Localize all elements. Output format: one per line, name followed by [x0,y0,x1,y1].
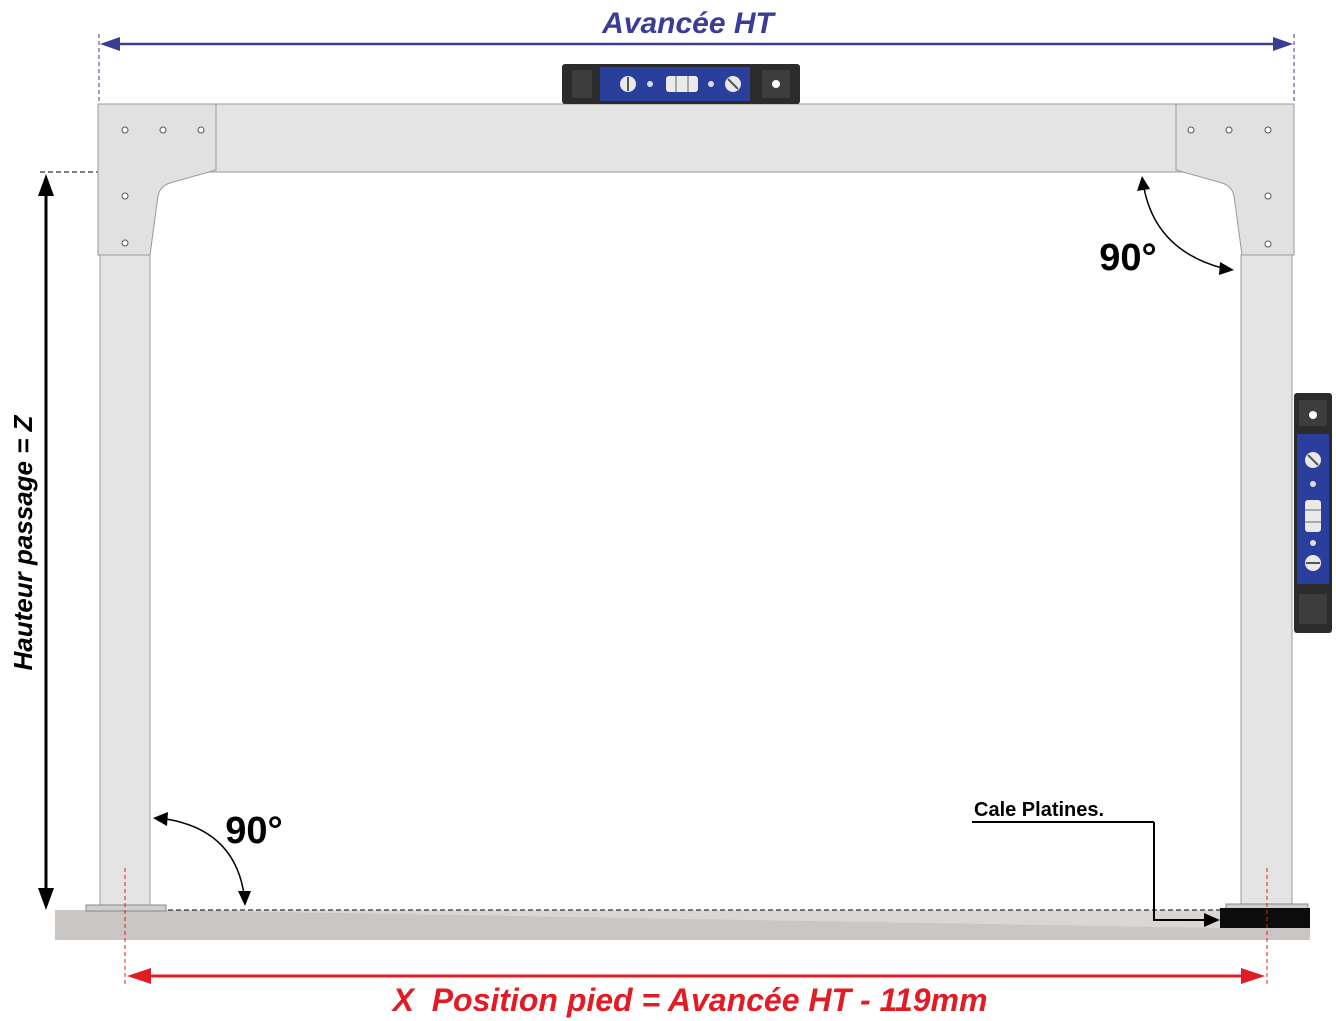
shim-leader-arrow [1204,913,1220,927]
right-corner-gusset [1175,103,1295,256]
foot-arrow-left [127,968,151,984]
height-label: Hauteur passage = Z [8,414,38,670]
angle-top-label: 90° [1099,237,1156,279]
angle-arc-bottom-arrow-1 [153,812,168,826]
right-leg [1240,254,1293,908]
right-bolts [1187,126,1272,248]
height-arrow-top [38,174,54,196]
left-bolts [121,126,205,247]
foot-arrow-right [1241,968,1265,984]
foot-position-label: X Position pied = Avancée HT - 119mm [391,982,988,1018]
width-arrow-right [1273,37,1293,51]
width-arrow-left [100,37,120,51]
top-beam [99,103,1293,173]
angle-arc-top-arrow-2 [1219,262,1234,275]
left-foot-plate [85,904,167,912]
shim-label: Cale Platines. [974,799,1104,821]
angle-bottom-label: 90° [225,810,282,852]
angle-arc-top-arrow-1 [1137,176,1150,191]
ground-wedge [160,910,1220,928]
spirit-level-icon-side [1294,393,1332,633]
left-leg [99,254,151,910]
shim-block-icon [1220,908,1310,928]
angle-arc-bottom-arrow-2 [238,891,251,906]
left-corner-gusset [97,103,217,256]
top-width-label: Avancée HT [601,7,776,40]
angle-arc-bottom [165,818,245,895]
spirit-level-icon [562,64,800,104]
height-arrow-bottom [38,888,54,910]
angle-arc-top [1143,187,1223,269]
shim-leader [1153,822,1206,921]
